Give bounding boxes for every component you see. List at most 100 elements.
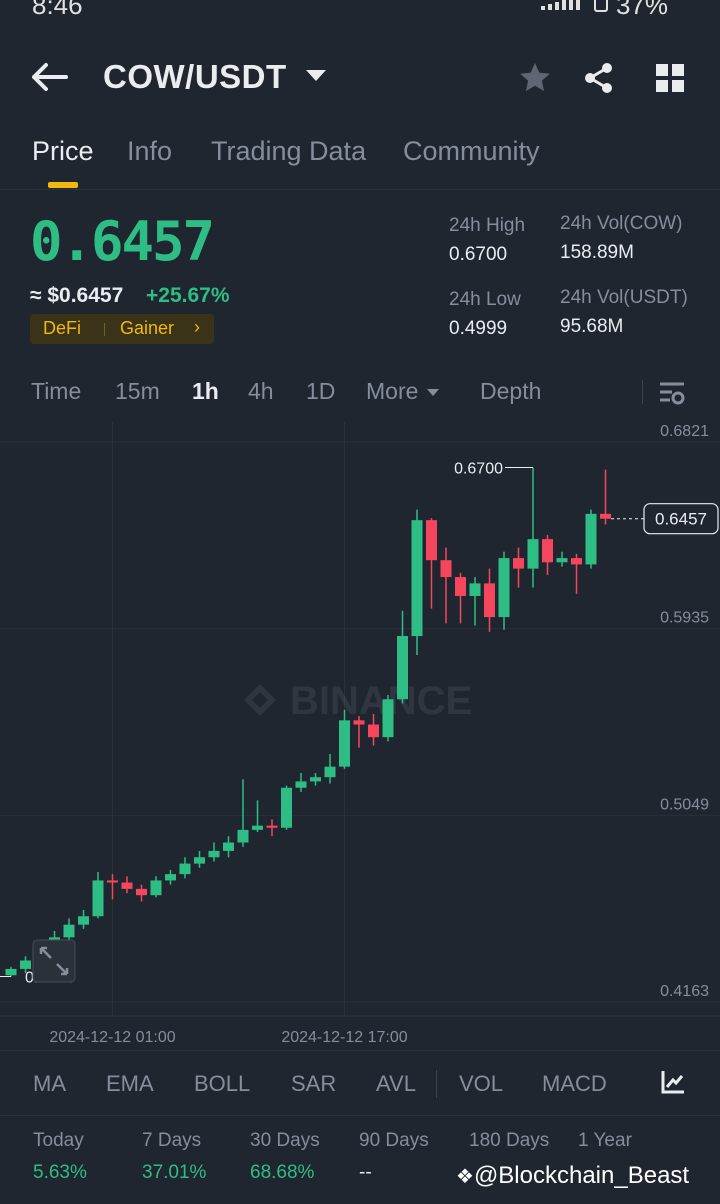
candle-body — [397, 636, 408, 700]
more-caret-icon[interactable] — [427, 389, 439, 396]
battery-level: 37% — [615, 0, 668, 20]
candle — [63, 918, 75, 942]
candle-body — [266, 825, 278, 828]
tab-trading-data[interactable]: Trading Data — [211, 136, 367, 166]
interval-depth[interactable]: Depth — [480, 378, 542, 404]
interval-4h[interactable]: 4h — [248, 378, 274, 404]
chart-settings-icon[interactable] — [658, 379, 686, 407]
y-tick-label: 0.4163 — [660, 983, 709, 1000]
watermark-text: BINANCE — [290, 679, 472, 723]
candle-body — [237, 829, 249, 843]
candle-body — [542, 539, 553, 563]
header: COW/USDT — [0, 48, 720, 108]
candle-body — [440, 560, 452, 578]
candle — [426, 518, 437, 609]
candle — [92, 872, 104, 919]
y-tick-label: 0.6821 — [660, 423, 709, 440]
indicator-macd[interactable]: MACD — [542, 1071, 607, 1096]
perf-value-7d: 37.01% — [142, 1162, 207, 1183]
candle — [310, 772, 321, 786]
tab-price[interactable]: Price — [32, 136, 94, 166]
indicator-divider — [436, 1070, 437, 1098]
candle-body — [281, 787, 292, 828]
share-icon[interactable] — [581, 60, 617, 96]
candle-body — [368, 724, 379, 738]
last-price-tag-label: 0.6457 — [655, 510, 707, 529]
interval-time[interactable]: Time — [31, 378, 82, 404]
interval-1h[interactable]: 1h — [192, 378, 219, 404]
candle — [600, 469, 611, 525]
tag-divider — [104, 323, 105, 336]
y-tick-label: 0.5935 — [660, 610, 709, 627]
watermark-logo-icon: ❖ — [456, 1166, 474, 1188]
candle — [208, 842, 220, 862]
star-icon[interactable] — [517, 60, 553, 96]
price-change: +25.67% — [146, 284, 230, 307]
candle-body — [5, 968, 17, 976]
last-price-tag — [643, 503, 719, 535]
grid-menu-icon[interactable] — [652, 60, 688, 96]
battery-icon — [594, 0, 608, 12]
candle — [295, 772, 307, 792]
expand-icon[interactable] — [32, 939, 76, 983]
candle — [498, 551, 510, 630]
vol-base-label: 24h Vol(COW) — [560, 213, 683, 234]
candle-body — [252, 825, 263, 830]
chevron-down-icon[interactable] — [306, 70, 326, 81]
candle — [469, 577, 481, 626]
indicator-avl[interactable]: AVL — [376, 1071, 416, 1096]
interval-1d[interactable]: 1D — [306, 378, 336, 404]
indicator-boll[interactable]: BOLL — [194, 1071, 251, 1096]
interval-more[interactable]: More — [366, 378, 419, 404]
indicator-ema[interactable]: EMA — [106, 1071, 154, 1096]
candlestick-chart[interactable]: BINANCE 0.6821 0.5935 0.5049 0.4163 2024-12-… — [0, 422, 720, 1052]
high-label: 24h High — [449, 215, 526, 236]
interval-divider — [642, 380, 643, 404]
candle — [339, 709, 350, 769]
candle — [382, 695, 394, 742]
candle — [78, 909, 89, 929]
tab-info[interactable]: Info — [127, 136, 173, 166]
tab-community[interactable]: Community — [403, 136, 540, 166]
main-tabs: Price Info Trading Data Community — [0, 130, 720, 190]
candle — [223, 836, 234, 858]
active-tab-indicator — [48, 182, 78, 188]
indicator-ma[interactable]: MA — [33, 1071, 66, 1096]
indicator-vol[interactable]: VOL — [459, 1071, 504, 1096]
candle — [440, 547, 452, 624]
tag-defi[interactable]: DeFi — [43, 318, 82, 338]
candle-body — [324, 766, 336, 778]
candle-body — [339, 720, 350, 767]
indicator-settings-icon[interactable] — [660, 1069, 686, 1095]
candle-body — [78, 916, 89, 925]
candle-body — [295, 781, 307, 788]
indicator-sar[interactable]: SAR — [291, 1071, 337, 1096]
interval-15m[interactable]: 15m — [115, 378, 160, 404]
status-bar: 8:46 37% — [0, 0, 720, 22]
chart-grid — [0, 422, 720, 1017]
candle — [397, 610, 408, 704]
pair-title[interactable]: COW/USDT — [103, 58, 287, 95]
candle-body — [600, 513, 611, 519]
candle-body — [310, 777, 321, 782]
candle-body — [484, 583, 495, 618]
candle — [571, 553, 582, 594]
candle — [585, 509, 597, 569]
candle — [266, 819, 278, 837]
usd-price: ≈ $0.6457 — [30, 284, 124, 307]
candle — [324, 754, 336, 784]
candle-body — [194, 857, 205, 864]
candle — [542, 534, 553, 575]
candle-body — [469, 583, 481, 597]
candle — [411, 509, 423, 656]
tag-gainer[interactable]: Gainer — [120, 318, 175, 338]
vol-quote-value: 95.68M — [560, 316, 624, 337]
max-price-label: 0.6700 — [454, 460, 503, 477]
back-arrow-icon[interactable] — [30, 60, 70, 94]
category-tags[interactable]: DeFi Gainer › — [30, 314, 214, 344]
candle-body — [121, 882, 133, 889]
status-time: 8:46 — [32, 0, 83, 20]
perf-label-90d: 90 Days — [359, 1130, 429, 1151]
last-price: 0.6457 — [30, 210, 215, 273]
low-label: 24h Low — [449, 289, 521, 310]
